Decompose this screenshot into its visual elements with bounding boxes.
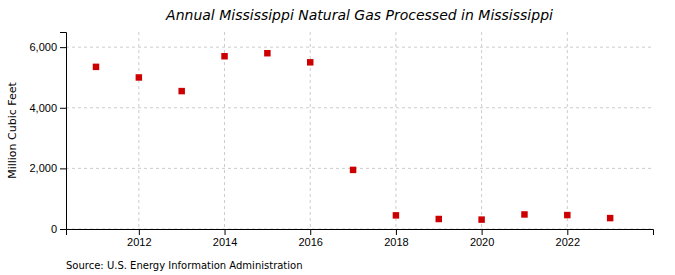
- grid: [66, 32, 653, 229]
- tick: 2016: [298, 229, 322, 248]
- point: [93, 64, 99, 70]
- point: [221, 53, 227, 59]
- plot-area: 2012 2014 2016 2018 2020 2022 0 2,000 4,000 6,000: [29, 32, 653, 248]
- annotation: Source: U.S. Energy Information Administ…: [66, 260, 303, 271]
- tick: 2018: [384, 229, 408, 248]
- point: [607, 215, 613, 221]
- point: [393, 212, 399, 218]
- point: [521, 211, 527, 217]
- tick-mark: [60, 229, 66, 230]
- grid-line: [481, 32, 482, 229]
- tick-mark: [310, 229, 311, 235]
- tick-mark: [139, 229, 140, 235]
- tick-mark: [60, 47, 66, 48]
- tick-label: 4,000: [29, 102, 57, 114]
- tick: 2022: [556, 229, 580, 248]
- grid-line: [66, 107, 653, 108]
- tick-mark: [482, 229, 483, 235]
- tick-label: 2020: [470, 236, 494, 248]
- tick: 2,000: [29, 162, 66, 174]
- grid-line: [66, 168, 653, 169]
- grid-line: [66, 47, 653, 48]
- point: [136, 74, 142, 80]
- grid-line: [395, 32, 396, 229]
- tick-mark: [60, 168, 66, 169]
- point: [436, 216, 442, 222]
- tick: 6,000: [29, 41, 66, 53]
- tick-label: 6,000: [29, 41, 57, 53]
- y-axis-title: Million Cubic Feet: [6, 81, 19, 178]
- point: [264, 50, 270, 56]
- tick-label: 2016: [298, 236, 322, 248]
- point: [178, 88, 184, 94]
- grid-line: [567, 32, 568, 229]
- tick-label: 0: [51, 223, 57, 235]
- grid-line: [224, 32, 225, 229]
- tick-mark: [225, 229, 226, 235]
- point: [350, 167, 356, 173]
- tick-label: 2022: [556, 236, 580, 248]
- points: [93, 50, 614, 223]
- tick-label: 2014: [213, 236, 237, 248]
- tick-mark: [567, 229, 568, 235]
- chart: 2012 2014 2016 2018 2020 2022 0 2,000 4,000 6,000…: [0, 0, 675, 275]
- point: [478, 216, 484, 222]
- tick: 4,000: [29, 102, 66, 114]
- tick-mark: [396, 229, 397, 235]
- tick-mark: [60, 108, 66, 109]
- tick: 2012: [127, 229, 151, 248]
- axis-line: [60, 33, 67, 230]
- axis-line: [67, 230, 654, 236]
- title: Annual Mississippi Natural Gas Processed…: [165, 7, 553, 23]
- grid-line: [138, 32, 139, 229]
- tick-label: 2012: [127, 236, 151, 248]
- point: [564, 212, 570, 218]
- y-axis: 0 2,000 4,000 6,000: [29, 33, 66, 236]
- point: [307, 59, 313, 65]
- tick: 2014: [213, 229, 237, 248]
- tick-label: 2,000: [29, 162, 57, 174]
- tick-label: 2018: [384, 236, 408, 248]
- tick: 0: [51, 223, 66, 235]
- x-axis: 2012 2014 2016 2018 2020 2022: [67, 229, 654, 248]
- tick: 2020: [470, 229, 494, 248]
